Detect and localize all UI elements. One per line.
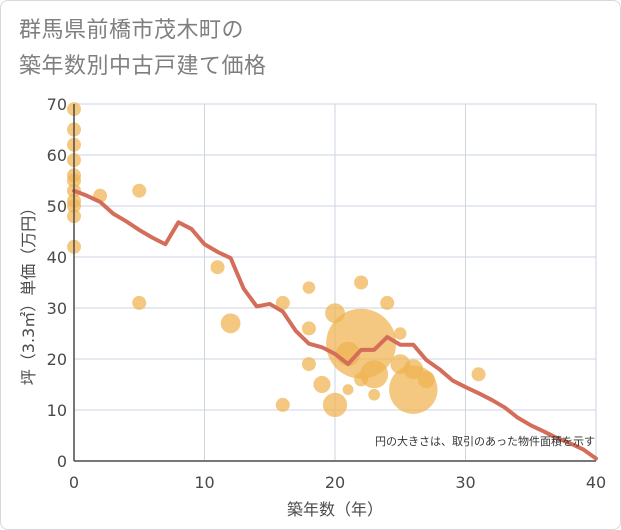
bubble-point	[275, 397, 290, 412]
bubble-point	[220, 313, 241, 334]
x-tick-label: 30	[455, 473, 475, 492]
x-axis-label: 築年数（年）	[287, 500, 383, 519]
x-tick-label: 20	[325, 473, 345, 492]
bubble-point	[380, 295, 395, 310]
x-tick-label: 0	[69, 473, 79, 492]
x-tick-label: 10	[194, 473, 214, 492]
y-tick-label: 10	[47, 401, 67, 420]
bubble-point	[313, 375, 331, 394]
y-axis-label: 坪（3.3㎡）単価（万円）	[19, 200, 38, 385]
bubble-point	[417, 370, 435, 388]
bubble-point	[132, 295, 147, 310]
size-note: 円の大きさは、取引のあった物件面積を示す	[375, 434, 595, 448]
axes: 0 10 20 30 40 0 10 20 30 40 50 60 70	[47, 95, 607, 492]
y-tick-label: 60	[47, 146, 67, 165]
bubble-point	[275, 295, 290, 310]
bubble-point	[301, 357, 316, 372]
trend-series	[72, 188, 598, 461]
bubble-point	[210, 260, 225, 275]
bubble-point	[132, 183, 147, 198]
bubble-series	[67, 102, 486, 418]
bubble-point	[368, 388, 381, 401]
x-tick-label: 40	[586, 473, 606, 492]
y-tick-label: 40	[47, 248, 67, 267]
bubble-point	[354, 275, 369, 290]
y-tick-label: 70	[47, 95, 67, 114]
bubble-point	[322, 392, 348, 418]
average-trend-line	[72, 188, 598, 461]
bubble-point	[360, 360, 389, 389]
y-tick-label: 30	[47, 299, 67, 318]
bubble-point	[302, 281, 316, 294]
chart-title: 群馬県前橋市茂木町の 築年数別中古戸建て価格	[19, 18, 267, 79]
y-tick-label: 50	[47, 197, 67, 216]
bubble-point	[403, 359, 424, 380]
bubble-point	[301, 321, 316, 336]
y-tick-label: 20	[47, 350, 67, 369]
bubble-point	[471, 367, 486, 382]
y-tick-label: 0	[57, 452, 67, 471]
bubble-point	[342, 384, 354, 396]
bubble-point	[393, 327, 407, 340]
